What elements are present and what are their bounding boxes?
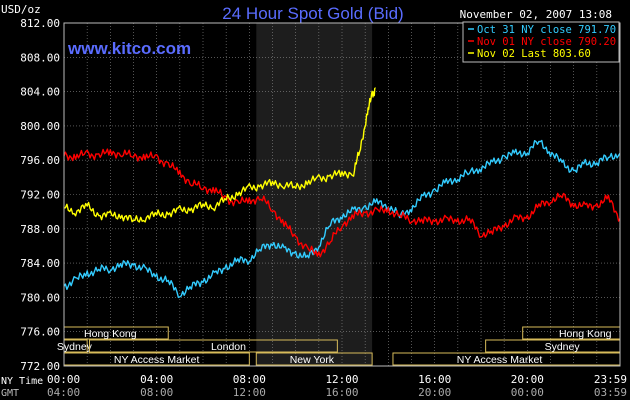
watermark: www.kitco.com: [67, 39, 191, 58]
x-tick-label-ny: 20:00: [511, 373, 544, 386]
x-tick-labels: 00:0004:0004:0008:0008:0012:0012:0016:00…: [47, 373, 627, 399]
y-tick-label: 772.00: [20, 360, 60, 373]
y-tick-labels: 812.00 808.00 804.00 800.00 796.00 792.00 788.…: [20, 17, 60, 373]
y-tick-label: 796.00: [20, 154, 60, 167]
y-tick-label: 812.00: [20, 17, 60, 30]
session-label: London: [211, 341, 246, 353]
y-tick-label: 788.00: [20, 223, 60, 236]
y-axis-label: USD/oz: [1, 3, 41, 16]
session-bar: [255, 352, 373, 366]
x-tick-label-gmt: 08:00: [140, 386, 173, 399]
y-tick-label: 792.00: [20, 189, 60, 202]
x-tick-label-gmt: 04:00: [47, 386, 80, 399]
session-label: Sydney: [57, 341, 93, 353]
series-lines: [63, 87, 621, 299]
y-tick-label: 776.00: [20, 326, 60, 339]
legend-entry: Nov 01 NY close 790.20: [477, 36, 616, 48]
session-label: NY Access Market: [457, 354, 543, 366]
series-line: [63, 87, 376, 223]
session-label: Hong Kong: [84, 328, 137, 340]
x-tick-label-gmt: 00:00: [511, 386, 544, 399]
session-bar: [88, 339, 338, 353]
y-tick-label: 780.00: [20, 291, 60, 304]
x-tick-label-ny: 08:00: [233, 373, 266, 386]
chart-title: 24 Hour Spot Gold (Bid): [222, 4, 403, 23]
series-line: [63, 139, 621, 299]
legend-box: [462, 21, 620, 63]
session-label: NY Access Market: [114, 354, 200, 366]
x-tick-label-ny: 16:00: [418, 373, 451, 386]
y-tick-label: 800.00: [20, 120, 60, 133]
legend-entry: Nov 02 Last 803.60: [477, 48, 591, 60]
x-gmt-label: GMT: [1, 388, 19, 399]
session-label: New York: [290, 354, 335, 366]
x-tick-label-ny: 23:59: [594, 373, 627, 386]
y-tick-label: 784.00: [20, 257, 60, 270]
session-label: Hong Kong: [559, 328, 612, 340]
y-tick-label: 804.00: [20, 86, 60, 99]
x-time-label: NY Time: [1, 376, 43, 387]
x-tick-label-gmt: 03:59: [594, 386, 627, 399]
timestamp: November 02, 2007 13:08: [460, 8, 612, 21]
session-label: Sydney: [545, 341, 581, 353]
new-york-session-highlight: [256, 23, 373, 366]
series-line: [63, 148, 621, 258]
x-tick-label-gmt: 20:00: [418, 386, 451, 399]
x-tick-label-gmt: 12:00: [233, 386, 266, 399]
x-tick-label-ny: 00:00: [47, 373, 80, 386]
plot-frame: [63, 22, 621, 367]
x-tick-label-ny: 04:00: [140, 373, 173, 386]
legend-entry: Oct 31 NY close 791.70: [477, 24, 616, 36]
x-tick-label-gmt: 16:00: [325, 386, 358, 399]
y-tick-label: 808.00: [20, 51, 60, 64]
grid-lines: [64, 22, 620, 367]
x-tick-label-ny: 12:00: [325, 373, 358, 386]
